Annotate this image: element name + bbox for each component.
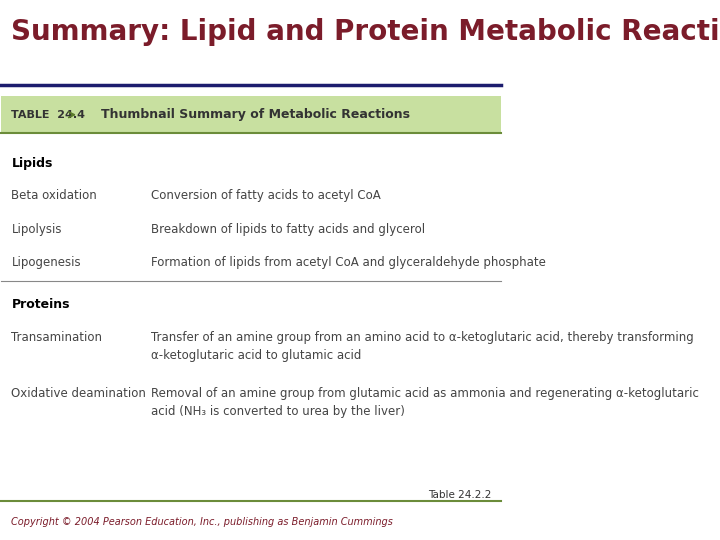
Text: Conversion of fatty acids to acetyl CoA: Conversion of fatty acids to acetyl CoA xyxy=(151,190,381,202)
FancyBboxPatch shape xyxy=(1,97,501,133)
Text: Oxidative deamination: Oxidative deamination xyxy=(12,387,146,400)
Text: Summary: Lipid and Protein Metabolic Reactions: Summary: Lipid and Protein Metabolic Rea… xyxy=(12,17,720,45)
Text: Formation of lipids from acetyl CoA and glyceraldehyde phosphate: Formation of lipids from acetyl CoA and … xyxy=(151,256,546,269)
Text: Proteins: Proteins xyxy=(12,299,70,312)
Text: Copyright © 2004 Pearson Education, Inc., publishing as Benjamin Cummings: Copyright © 2004 Pearson Education, Inc.… xyxy=(12,517,393,527)
Text: Beta oxidation: Beta oxidation xyxy=(12,190,97,202)
Text: Table 24.2.2: Table 24.2.2 xyxy=(428,490,492,500)
Text: Removal of an amine group from glutamic acid as ammonia and regenerating α-ketog: Removal of an amine group from glutamic … xyxy=(151,387,699,418)
Text: Lipids: Lipids xyxy=(12,157,53,170)
Text: Lipolysis: Lipolysis xyxy=(12,222,62,236)
Text: Thumbnail Summary of Metabolic Reactions: Thumbnail Summary of Metabolic Reactions xyxy=(102,108,410,122)
Text: Transfer of an amine group from an amino acid to α-ketoglutaric acid, thereby tr: Transfer of an amine group from an amino… xyxy=(151,330,694,362)
Text: Breakdown of lipids to fatty acids and glycerol: Breakdown of lipids to fatty acids and g… xyxy=(151,222,426,236)
Text: TABLE  24.4: TABLE 24.4 xyxy=(12,110,86,120)
Text: Transamination: Transamination xyxy=(12,330,102,343)
Text: Lipogenesis: Lipogenesis xyxy=(12,256,81,269)
